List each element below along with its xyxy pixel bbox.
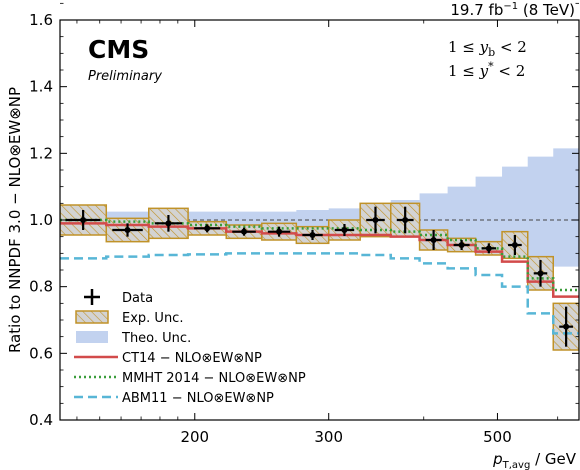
data-point [559,306,573,347]
data-point [453,240,470,250]
data-marker [309,232,316,238]
data-marker [80,217,87,223]
legend-label: Exp. Unc. [122,311,183,326]
data-marker [563,323,570,330]
data-point [267,226,291,237]
theory-uncertainty-band [60,148,579,267]
data-point [112,223,143,237]
y-tick-label: 1.4 [29,78,53,96]
x-tick-label: 200 [180,428,209,446]
series-line-2 [60,252,579,335]
y-tick-label: 1.0 [29,211,53,229]
data-point [334,224,355,236]
rapidity-bin-label-ystar: 1 ≤ y* < 2 [448,60,525,80]
data-point [366,206,385,234]
x-tick-label: 500 [483,428,512,446]
legend-entry: ABM11 − NLO⊗EW⊗NP [74,391,274,406]
lumi-label: 19.7 fb−1 (8 TeV) [450,1,575,19]
data-marker [124,227,131,233]
data-marker [458,242,465,248]
data-marker [165,220,172,227]
x-axis-title: pT,avg / GeV [492,450,577,470]
legend-entry: Theo. Unc. [76,331,191,346]
data-marker [511,242,518,248]
rapidity-bin-label-yb: 1 ≤ yb < 2 [448,38,527,59]
legend-label: Theo. Unc. [121,331,191,346]
legend-label: MMHT 2014 − NLO⊗EW⊗NP [122,371,306,386]
data-point [533,260,548,287]
legend-hatch-swatch [75,310,109,324]
data-marker [276,228,283,235]
y-tick-label: 0.6 [29,344,53,362]
data-marker [402,217,409,223]
data-marker [485,245,492,252]
x-tick-label: 300 [314,428,343,446]
data-point [508,235,522,255]
legend: Data Exp. Unc. Theo. Unc. CT14 − NLO⊗EW⊗NP M… [74,289,306,406]
data-point [194,224,221,233]
data-marker [341,227,348,233]
legend-label: Data [122,291,153,306]
legend-entry: Data [84,289,153,306]
data-marker [372,217,379,223]
y-tick-label: 1.6 [29,11,53,29]
plot-area [60,148,579,351]
data-point [425,230,442,250]
data-marker [537,270,544,277]
legend-entry: MMHT 2014 − NLO⊗EW⊗NP [74,371,306,386]
series-line-0 [60,222,579,298]
legend-label: CT14 − NLO⊗EW⊗NP [122,351,262,366]
axes: 0.4 0.6 0.8 1.0 1.2 1.4 1.6 200 300 500 [29,2,579,446]
y-tick-label: 1.2 [29,144,53,162]
data-point [481,243,497,254]
y-tick-label: 0.8 [29,278,53,296]
data-point [302,230,323,240]
legend-entry: Exp. Unc. [75,310,183,326]
data-marker [430,237,437,243]
data-point [396,206,414,234]
y-axis-title: Ratio to NNPDF 3.0 − NLO⊗EW⊗NP [6,87,24,353]
preliminary-label: Preliminary [88,69,162,84]
experiment-label: CMS [88,35,149,64]
data-point [66,210,101,230]
legend-band-swatch [76,331,108,343]
data-point [154,215,183,232]
y-tick-label: 0.4 [29,411,53,429]
data-marker [204,225,211,232]
data-marker [241,228,248,235]
legend-label: ABM11 − NLO⊗EW⊗NP [122,391,274,406]
data-point [232,227,256,236]
legend-entry: CT14 − NLO⊗EW⊗NP [74,351,262,366]
